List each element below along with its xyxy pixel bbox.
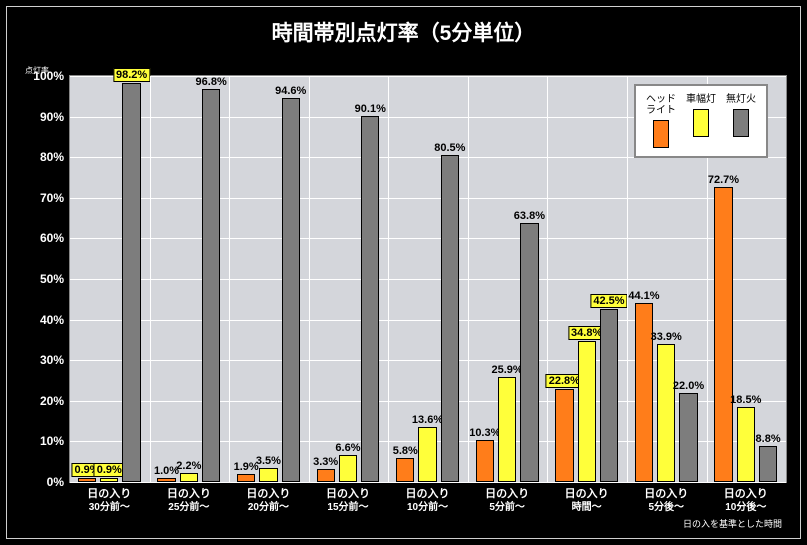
value-label: 63.8% — [514, 210, 545, 222]
y-tick-label: 50% — [40, 272, 70, 286]
bar-sidelight: 3.5% — [259, 468, 277, 482]
plot-area: 0%10%20%30%40%50%60%70%80%90%100% 0.9%0.… — [69, 75, 787, 483]
bar-sidelight: 33.9% — [657, 344, 675, 482]
x-category-label: 日の入り10分前～ — [384, 482, 471, 514]
value-label: 94.6% — [275, 85, 306, 97]
bar-nolight: 96.8% — [202, 89, 220, 482]
bar-nolight: 42.5% — [600, 309, 618, 482]
bar-headlight: 44.1% — [635, 303, 653, 482]
bar-headlight: 5.8% — [396, 458, 414, 482]
legend-swatch — [733, 109, 749, 137]
value-label: 72.7% — [708, 174, 739, 186]
chart-title: 時間帯別点灯率（5分単位） — [7, 17, 800, 47]
y-tick-label: 80% — [40, 150, 70, 164]
category-group: 1.9%3.5%94.6%日の入り20分前～ — [229, 76, 309, 482]
bars-row: 3.3% 6.6%90.1% — [317, 76, 380, 482]
y-tick-label: 90% — [40, 110, 70, 124]
bars-row: 1.9%3.5%94.6% — [237, 76, 300, 482]
x-category-label: 日の入り5分前～ — [464, 482, 551, 514]
value-label: 13.6% — [412, 414, 443, 426]
category-group: 3.3%6.6%90.1%日の入り15分前～ — [309, 76, 389, 482]
value-label: 22.0% — [673, 380, 704, 392]
y-tick-label: 20% — [40, 394, 70, 408]
value-label: 96.8% — [196, 76, 227, 88]
bar-nolight: 63.8% — [520, 223, 538, 482]
bar-sidelight: 13.6% — [418, 427, 436, 482]
bar-sidelight: 2.2% — [180, 473, 198, 482]
bar-nolight: 22.0% — [679, 393, 697, 482]
value-label: 3.3% — [313, 456, 338, 468]
legend-swatch — [693, 109, 709, 137]
bar-nolight: 98.2% — [122, 83, 140, 482]
x-category-label: 日の入り時間～ — [543, 482, 630, 514]
y-tick-label: 60% — [40, 231, 70, 245]
legend-swatch — [653, 120, 669, 148]
category-group: 0.9%0.9%98.2%日の入り30分前～ — [70, 76, 150, 482]
value-label: 3.5% — [256, 455, 281, 467]
bar-headlight: 72.7% — [714, 187, 732, 482]
bars-row: 0.9%0.9%98.2% — [78, 76, 141, 482]
legend-label: 車幅灯 — [686, 94, 716, 105]
x-category-label: 日の入り30分前～ — [66, 482, 153, 514]
x-category-label: 日の入り10分後～ — [703, 482, 790, 514]
value-label: 18.5% — [730, 394, 761, 406]
x-category-label: 日の入り20分前～ — [225, 482, 312, 514]
legend-entry: 車幅灯 — [686, 94, 716, 148]
bar-nolight: 90.1% — [361, 116, 379, 482]
category-group: 5.8%13.6%80.5%日の入り10分前～ — [388, 76, 468, 482]
legend-entry: ヘッド ライト — [646, 94, 676, 148]
value-label: 10.3% — [469, 427, 500, 439]
x-category-label: 日の入り15分前～ — [305, 482, 392, 514]
legend: ヘッド ライト車幅灯無灯火 — [634, 84, 768, 158]
legend-label: 無灯火 — [726, 94, 756, 105]
value-label: 8.8% — [756, 433, 781, 445]
value-label: 80.5% — [434, 142, 465, 154]
bar-headlight: 22.8% — [555, 389, 573, 482]
value-label: 0.9% — [94, 463, 125, 477]
y-tick-label: 30% — [40, 353, 70, 367]
y-tick-label: 40% — [40, 313, 70, 327]
bar-headlight: 3.3% — [317, 469, 335, 482]
category-group: 22.8%34.8%42.5%日の入り時間～ — [547, 76, 627, 482]
value-label: 33.9% — [651, 331, 682, 343]
bar-nolight: 80.5% — [441, 155, 459, 482]
value-label: 2.2% — [176, 460, 201, 472]
category-group: 10.3%25.9%63.8%日の入り5分前～ — [468, 76, 548, 482]
bar-sidelight: 6.6% — [339, 455, 357, 482]
value-label: 25.9% — [491, 364, 522, 376]
bar-nolight: 8.8% — [759, 446, 777, 482]
value-label: 6.6% — [335, 442, 360, 454]
bars-row: 1.0%2.2%96.8% — [157, 76, 220, 482]
x-category-label: 日の入り25分前～ — [146, 482, 233, 514]
bar-nolight: 94.6% — [282, 98, 300, 482]
bar-headlight: 1.9% — [237, 474, 255, 482]
bar-sidelight: 25.9% — [498, 377, 516, 482]
value-label: 98.2% — [113, 68, 150, 82]
y-tick-label: 70% — [40, 191, 70, 205]
x-category-label: 日の入り5分後～ — [623, 482, 710, 514]
y-tick-label: 10% — [40, 434, 70, 448]
bars-row: 10.3%25.9%63.8% — [476, 76, 539, 482]
bar-headlight: 10.3% — [476, 440, 494, 482]
y-tick-label: 100% — [33, 69, 70, 83]
legend-label: ヘッド ライト — [646, 94, 676, 116]
value-label: 44.1% — [628, 290, 659, 302]
value-label: 5.8% — [393, 445, 418, 457]
bar-sidelight: 34.8% — [578, 341, 596, 482]
category-group: 1.0%2.2%96.8%日の入り25分前～ — [150, 76, 230, 482]
bars-row: 5.8%13.6%80.5% — [396, 76, 459, 482]
legend-entry: 無灯火 — [726, 94, 756, 148]
chart-frame: 時間帯別点灯率（5分単位） 点灯率 0%10%20%30%40%50%60%70… — [6, 6, 801, 539]
value-label: 42.5% — [590, 294, 627, 308]
bars-row: 22.8% 34.8%42.5% — [555, 76, 618, 482]
value-label: 90.1% — [355, 103, 386, 115]
bar-sidelight: 18.5% — [737, 407, 755, 482]
x-axis-caption: 日の入を基準とした時間 — [683, 517, 782, 530]
